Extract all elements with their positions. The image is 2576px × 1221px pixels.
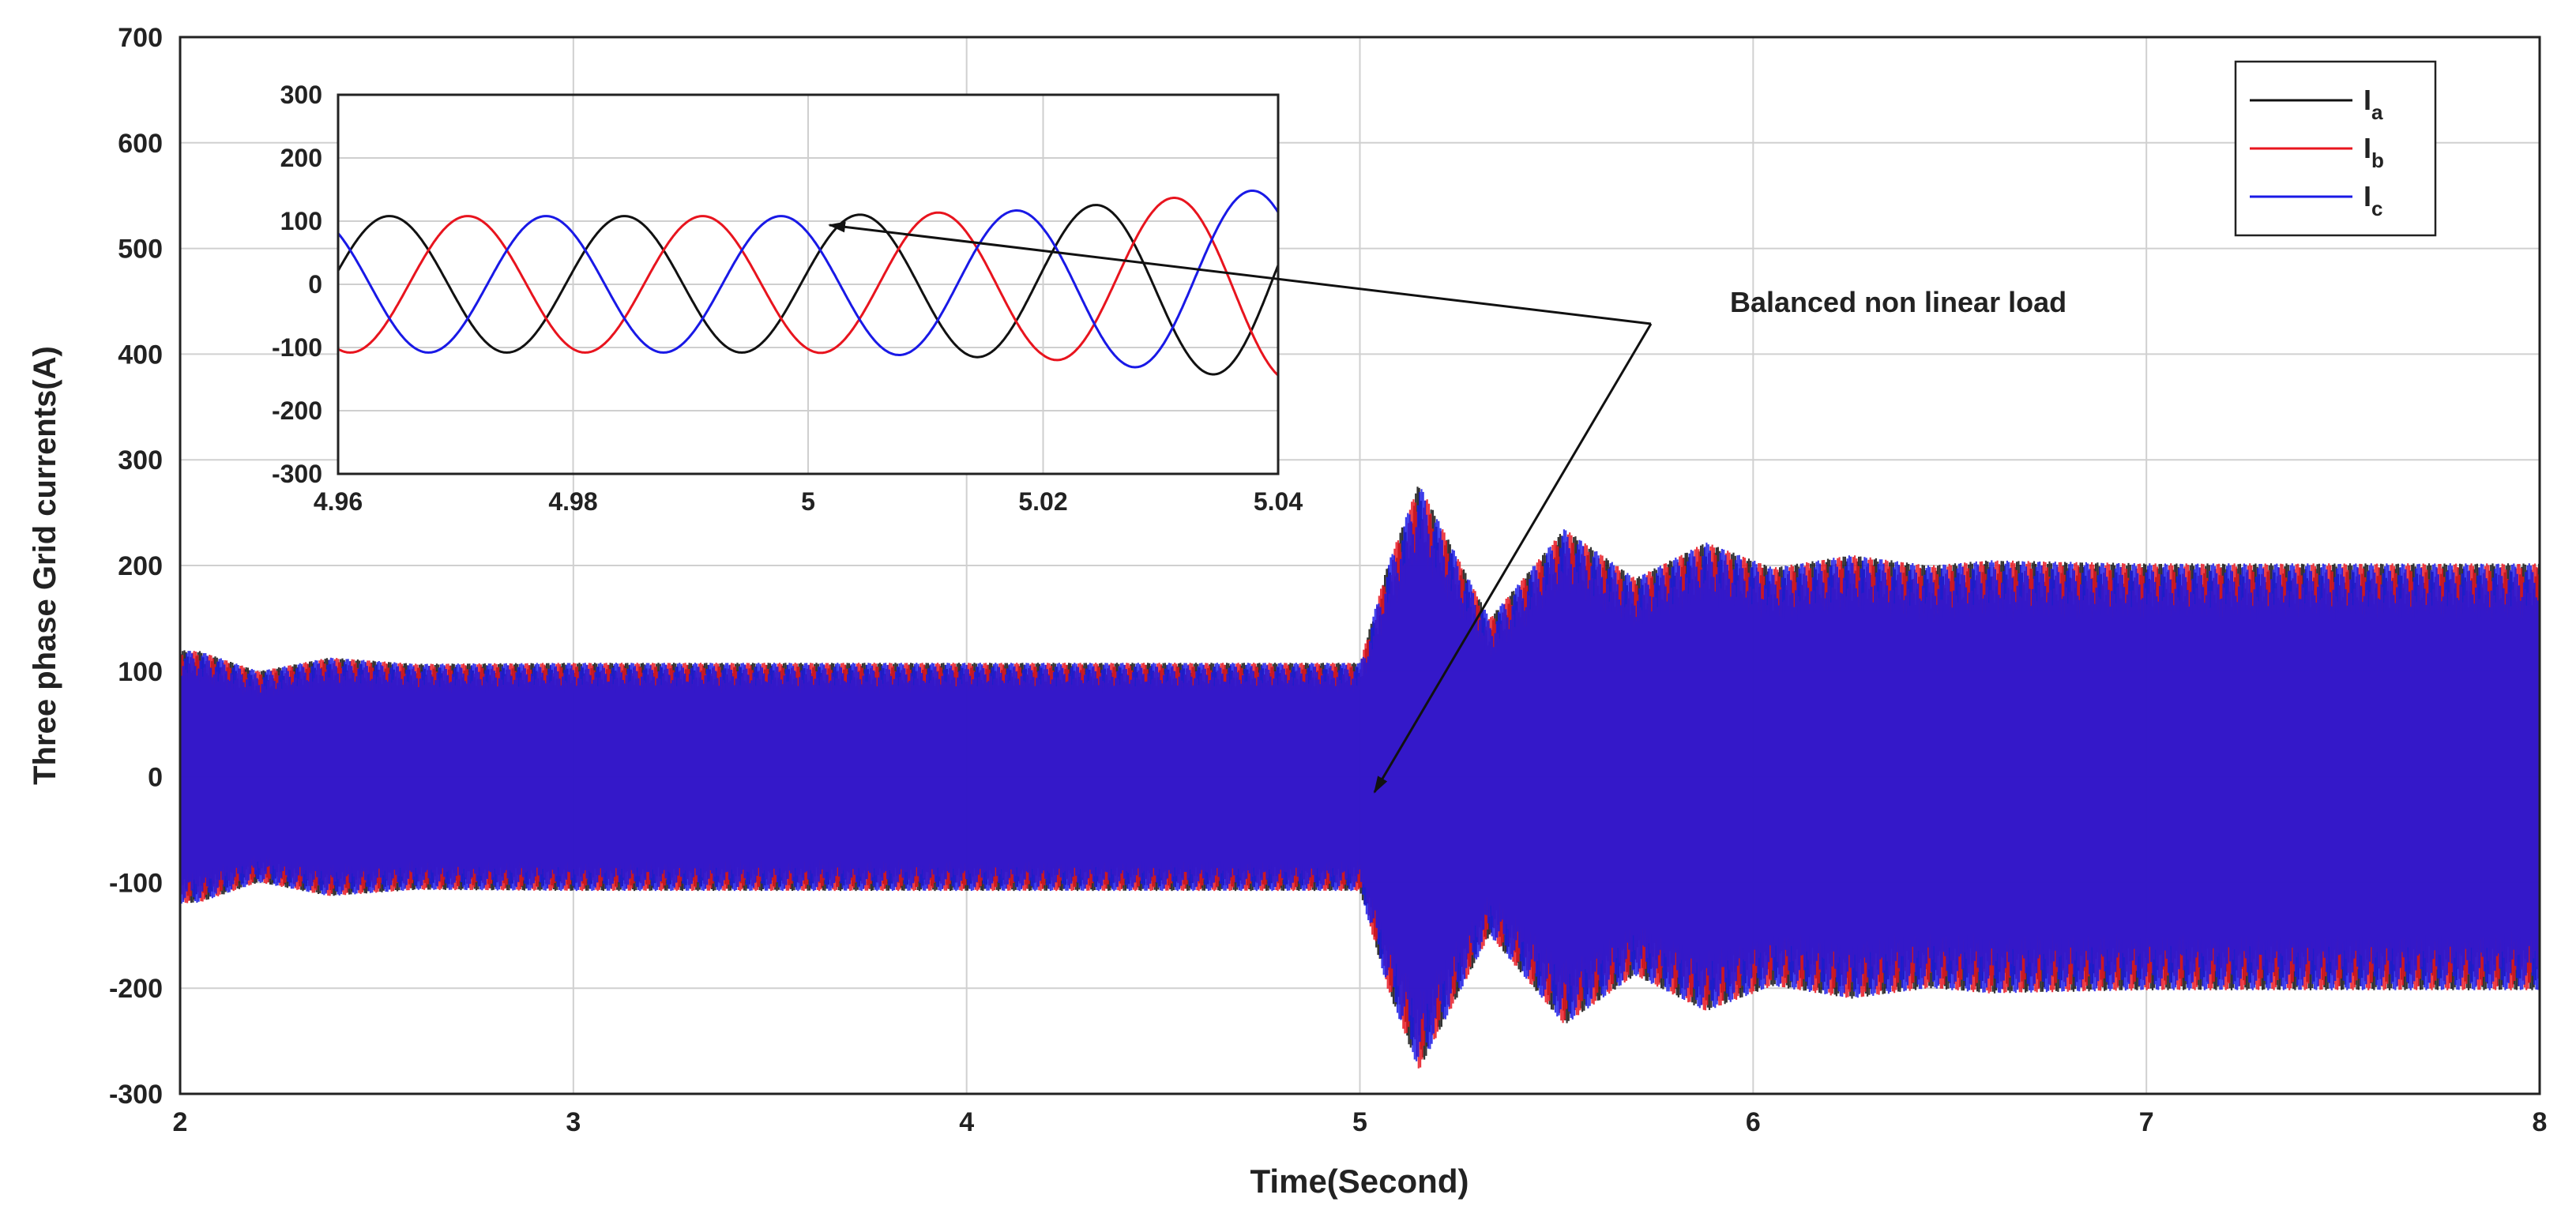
- inset-plot-area: [337, 190, 1280, 377]
- inset-x-tick-label: 5.02: [1018, 487, 1067, 516]
- main-axes-frame: [179, 36, 2541, 1095]
- main-y-tick-label: 400: [118, 340, 163, 370]
- inset-series-ia: [337, 204, 1280, 376]
- main-y-tick-label: 500: [118, 235, 163, 265]
- inset-series-ib: [337, 197, 1280, 377]
- inset-axes-frame: [337, 93, 1280, 475]
- inset-series-ic: [337, 190, 1280, 369]
- main-x-tick-label: 8: [2533, 1107, 2548, 1137]
- x-axis-label: Time(Second): [1250, 1163, 1469, 1200]
- main-x-tick-label: 5: [1352, 1107, 1367, 1137]
- main-y-tick-label: 700: [118, 23, 163, 53]
- inset-y-tick-label: -300: [272, 460, 322, 488]
- annotation-label: Balanced non linear load: [1730, 286, 2066, 318]
- y-axis-label: Three phase Grid currents(A): [28, 346, 62, 785]
- inset-y-tick-label: -100: [272, 333, 322, 362]
- inset-x-tick-label: 4.96: [314, 487, 363, 516]
- inset-y-tick-label: 200: [280, 144, 322, 172]
- inset-x-tick-label: 5: [801, 487, 815, 516]
- annotation-arrow-main: [1373, 323, 1653, 794]
- inset-y-tick-label: 0: [308, 270, 322, 299]
- main-x-tick-label: 4: [959, 1107, 974, 1137]
- main-y-tick-label: -100: [109, 868, 163, 898]
- inset-y-tick-label: 300: [280, 81, 322, 109]
- main-x-tick-label: 2: [173, 1107, 188, 1137]
- main-y-tick-label: -200: [109, 974, 163, 1004]
- main-y-tick-label: 100: [118, 657, 163, 687]
- main-plot-area: [179, 487, 2541, 1069]
- inset-y-tick-labels: -300 -200 -100 0 100 200 300: [272, 81, 322, 488]
- main-y-tick-label: 0: [148, 763, 163, 793]
- legend-label-ia: Ia: [2364, 84, 2383, 124]
- main-series-ic: [179, 489, 2541, 1061]
- main-x-tick-label: 7: [2139, 1107, 2154, 1137]
- annotation: Balanced non linear load: [828, 221, 2066, 794]
- main-x-tick-label: 6: [1746, 1107, 1761, 1137]
- legend-label-ib: Ib: [2364, 132, 2384, 172]
- main-y-tick-label: 300: [118, 445, 163, 475]
- main-x-tick-label: 3: [566, 1107, 581, 1137]
- annotation-arrow-inset: [828, 221, 1652, 325]
- inset-x-tick-labels: 4.96 4.98 5 5.02 5.04: [314, 487, 1303, 516]
- legend-label-ic: Ic: [2364, 180, 2382, 220]
- main-y-tick-label: 200: [118, 551, 163, 581]
- main-y-tick-labels: -300 -200 -100 0 100 200 300 400 500 600 700: [109, 23, 163, 1110]
- inset-chart: 4.96 4.98 5 5.02 5.04 -300 -200 -100 0 100 200 300: [272, 81, 1303, 516]
- inset-y-tick-label: -200: [272, 396, 322, 425]
- inset-x-tick-label: 5.04: [1254, 487, 1303, 516]
- legend: Ia Ib Ic: [2234, 60, 2437, 237]
- main-x-tick-labels: 2 3 4 5 6 7 8: [173, 1107, 2548, 1137]
- main-y-tick-label: -300: [109, 1080, 163, 1110]
- main-y-tick-label: 600: [118, 129, 163, 159]
- inset-y-tick-label: 100: [280, 207, 322, 235]
- inset-x-tick-label: 4.98: [548, 487, 597, 516]
